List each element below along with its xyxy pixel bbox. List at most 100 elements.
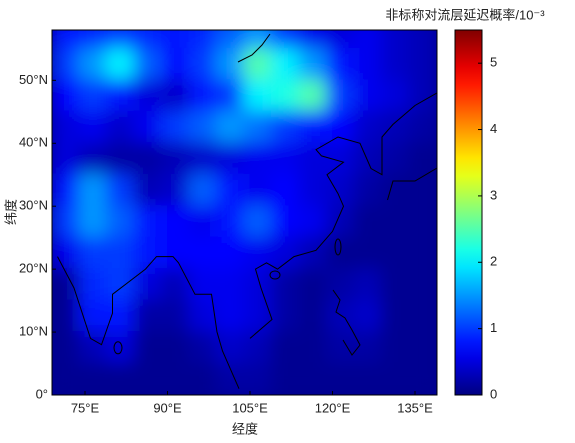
- heat-cell: [188, 362, 218, 395]
- heat-cell: [161, 142, 191, 176]
- heat-cell: [408, 236, 437, 271]
- coastlines: [57, 33, 437, 389]
- heat-cell: [216, 362, 246, 395]
- heat-cell: [52, 205, 81, 239]
- heat-cell: [408, 268, 437, 302]
- heat-cell: [298, 268, 328, 302]
- y-tick-label: 0°: [36, 386, 48, 401]
- heat-cell: [161, 331, 191, 365]
- heat-cell: [188, 30, 218, 50]
- heat-cell: [161, 79, 191, 113]
- coastline-north: [237, 33, 271, 63]
- heat-cell: [106, 110, 136, 145]
- x-tick-label: 90°E: [153, 400, 182, 415]
- heat-cell: [216, 142, 246, 176]
- heat-cell: [298, 331, 328, 365]
- heat-cell: [216, 331, 246, 365]
- heat-cell: [381, 362, 411, 395]
- heat-cell: [381, 79, 411, 113]
- heat-cell: [52, 331, 81, 365]
- heat-cell: [408, 299, 437, 334]
- heat-cell: [353, 268, 383, 302]
- heat-cell: [381, 268, 411, 302]
- heat-cell: [298, 47, 328, 82]
- heat-cell: [326, 331, 356, 365]
- heat-cell: [381, 110, 411, 145]
- heat-cell: [326, 79, 356, 113]
- heat-cell: [243, 331, 273, 365]
- heat-cell: [106, 173, 136, 208]
- y-tick-label: 50°N: [19, 72, 48, 87]
- colorbar: [454, 29, 483, 396]
- heat-cell: [52, 362, 81, 395]
- colorbar-tick-label: 5: [490, 55, 497, 70]
- heat-cell: [271, 268, 301, 302]
- heat-cell: [52, 236, 81, 271]
- y-tick-label: 20°N: [19, 261, 48, 276]
- heat-cell: [326, 110, 356, 145]
- heat-cell: [78, 110, 108, 145]
- coastline-japan: [387, 167, 437, 201]
- heat-cell: [78, 362, 108, 395]
- heat-cell: [243, 299, 273, 334]
- heat-cell: [243, 173, 273, 208]
- heat-cell: [243, 142, 273, 176]
- heat-cell: [133, 79, 163, 113]
- heat-cell: [216, 30, 246, 50]
- heat-cell: [326, 173, 356, 208]
- heat-cell: [353, 142, 383, 176]
- heat-cell: [133, 173, 163, 208]
- heat-cell: [216, 236, 246, 271]
- heat-cell: [353, 331, 383, 365]
- heat-cell: [133, 205, 163, 239]
- heat-cell: [161, 30, 191, 50]
- heat-cell: [243, 268, 273, 302]
- heat-cell: [353, 205, 383, 239]
- island: [334, 238, 342, 256]
- heat-cell: [78, 30, 108, 50]
- heat-cell: [216, 47, 246, 82]
- heat-cell: [52, 299, 81, 334]
- heat-cell: [298, 142, 328, 176]
- heat-cell: [133, 142, 163, 176]
- heat-cell: [106, 79, 136, 113]
- heat-cell: [298, 205, 328, 239]
- heat-cell: [298, 110, 328, 145]
- heat-cell: [188, 47, 218, 82]
- heat-cell: [78, 142, 108, 176]
- heat-cell: [106, 268, 136, 302]
- heat-cell: [271, 331, 301, 365]
- plot-frame: [51, 29, 438, 396]
- heat-cell: [52, 142, 81, 176]
- heat-cell: [106, 331, 136, 365]
- heat-cell: [408, 110, 437, 145]
- heat-cell: [106, 30, 136, 50]
- heat-cell: [353, 173, 383, 208]
- heat-cell: [408, 362, 437, 395]
- heat-cell: [106, 205, 136, 239]
- heat-cell: [188, 236, 218, 271]
- heat-cell: [161, 205, 191, 239]
- heat-cell: [161, 362, 191, 395]
- heat-cell: [133, 299, 163, 334]
- heat-cell: [353, 362, 383, 395]
- heat-cell: [381, 30, 411, 50]
- heat-cell: [78, 205, 108, 239]
- heat-cell: [381, 142, 411, 176]
- heat-cell: [161, 47, 191, 82]
- heat-cell: [243, 205, 273, 239]
- heat-cell: [161, 236, 191, 271]
- heat-cell: [381, 205, 411, 239]
- heatmap: [52, 30, 437, 395]
- heat-cell: [106, 236, 136, 271]
- heat-cell: [271, 362, 301, 395]
- colorbar-tick-label: 0: [490, 386, 497, 401]
- heat-cell: [216, 79, 246, 113]
- x-tick-label: 135°E: [397, 400, 433, 415]
- heat-cell: [326, 142, 356, 176]
- heat-cell: [408, 173, 437, 208]
- heat-cell: [326, 30, 356, 50]
- heat-cell: [353, 30, 383, 50]
- heat-cell: [408, 30, 437, 50]
- heat-cell: [271, 142, 301, 176]
